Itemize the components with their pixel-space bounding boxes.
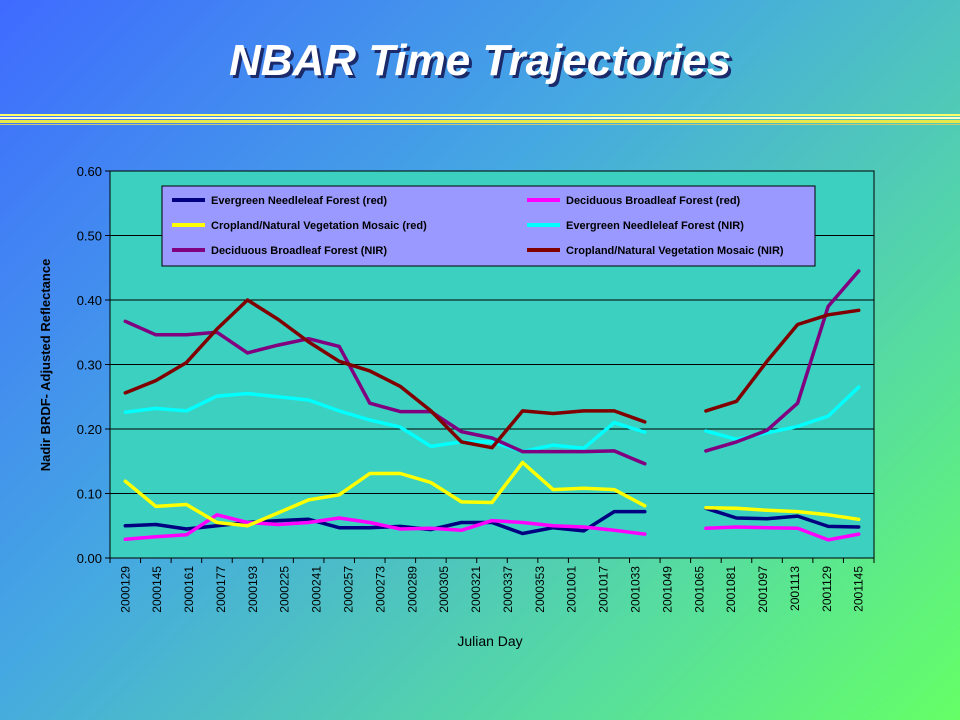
x-tick-label: 2001097 (756, 566, 770, 613)
title-divider (0, 114, 960, 126)
y-axis: 0.00 0.10 0.20 0.30 0.40 0.50 0.60 (77, 164, 110, 566)
x-tick-label: 2000193 (246, 566, 260, 613)
x-tick-label: 2000225 (278, 566, 292, 613)
series-line (123, 385, 861, 454)
legend-label: Evergreen Needleleaf Forest (NIR) (566, 220, 744, 232)
x-tick-label: 2000337 (501, 566, 515, 613)
x-tick-label: 2001001 (565, 566, 579, 613)
x-tick-label: 2000289 (405, 566, 419, 613)
y-tick-label: 0.10 (77, 487, 102, 502)
legend-box (161, 185, 816, 267)
x-tick-label: 2001081 (724, 566, 738, 613)
y-axis-label: Nadir BRDF- Adjusted Reflectance (38, 259, 53, 472)
x-tick-label: 2000321 (469, 566, 483, 613)
legend: Evergreen Needleleaf Forest (red) Deciduo… (161, 185, 816, 267)
x-tick-label: 2001049 (660, 566, 674, 613)
x-tick-label: 2001129 (820, 566, 834, 612)
x-tick-label: 2000353 (533, 566, 547, 613)
x-tick-label: 2001145 (852, 566, 866, 612)
x-tick-label: 2000177 (214, 566, 228, 613)
x-axis: 2000129 2000145 2000161 2000177 2000193 20002… (109, 558, 875, 613)
legend-label: Deciduous Broadleaf Forest (red) (566, 195, 741, 207)
legend-label: Evergreen Needleleaf Forest (red) (211, 195, 387, 207)
x-tick-label: 2000161 (182, 566, 196, 613)
legend-label: Cropland/Natural Vegetation Mosaic (NIR) (566, 245, 784, 257)
x-tick-label: 2000273 (373, 566, 387, 613)
x-tick-label: 2000145 (150, 566, 164, 613)
x-tick-label: 2000257 (342, 566, 356, 613)
y-tick-label: 0.20 (77, 422, 102, 437)
series-line (123, 460, 861, 528)
x-tick-label: 2000241 (310, 566, 324, 613)
series-lines (123, 269, 861, 542)
legend-label: Cropland/Natural Vegetation Mosaic (red) (211, 220, 427, 232)
y-tick-label: 0.40 (77, 293, 102, 308)
legend-label: Deciduous Broadleaf Forest (NIR) (211, 245, 387, 257)
y-tick-label: 0.50 (77, 229, 102, 244)
x-tick-label: 2001017 (597, 566, 611, 613)
x-tick-label: 2001065 (692, 566, 706, 613)
x-axis-label: Julian Day (457, 633, 522, 649)
x-tick-label: 2001033 (628, 566, 642, 613)
x-tick-label: 2000305 (437, 566, 451, 613)
slide-title: NBAR Time Trajectories (228, 36, 732, 85)
y-tick-label: 0.30 (77, 358, 102, 373)
y-tick-label: 0.00 (77, 551, 102, 566)
x-tick-label: 2001113 (788, 566, 802, 611)
x-tick-label: 2000129 (118, 566, 132, 613)
series-line (123, 298, 861, 450)
y-tick-label: 0.60 (77, 164, 102, 179)
